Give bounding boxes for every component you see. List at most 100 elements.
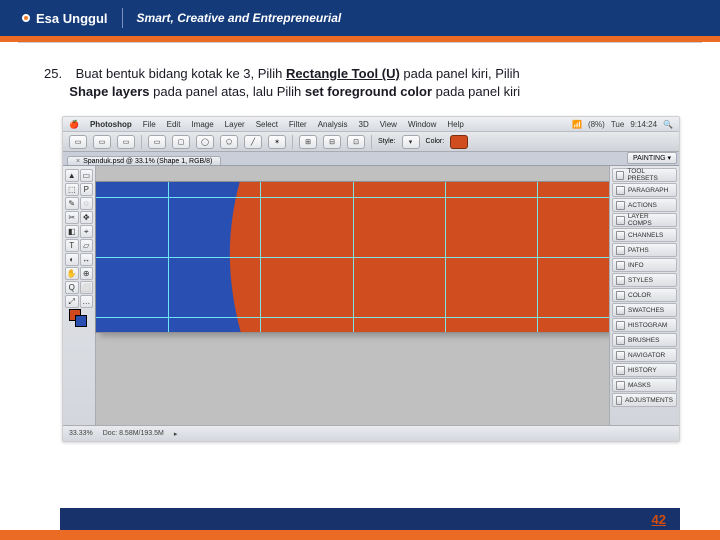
panel-label: NAVIGATOR (628, 352, 665, 359)
menu-item[interactable]: Filter (289, 120, 307, 129)
ellipse-icon[interactable]: ◯ (196, 135, 214, 149)
menu-item[interactable]: Analysis (318, 120, 348, 129)
panel-tab[interactable]: PARAGRAPH (612, 183, 677, 197)
panel-label: MASKS (628, 382, 651, 389)
tool-button[interactable]: … (80, 295, 94, 308)
tool-button[interactable]: ▲ (65, 169, 79, 182)
panel-tab[interactable]: INFO (612, 258, 677, 272)
tab-title: Spanduk.psd @ 33.1% (Shape 1, RGB/8) (83, 158, 212, 165)
menubar-right: 📶 (8%) Tue 9:14:24 🔍 (572, 120, 673, 129)
guide-horizontal[interactable] (96, 197, 609, 198)
tool-button[interactable]: T (65, 239, 79, 252)
menu-item[interactable]: View (380, 120, 397, 129)
document-canvas[interactable] (96, 182, 609, 332)
panel-tab[interactable]: COLOR (612, 288, 677, 302)
tool-button[interactable]: ⌖ (80, 225, 94, 238)
tool-button[interactable]: ↔ (80, 253, 94, 266)
tool-button[interactable]: ⬚ (65, 183, 79, 196)
close-icon[interactable]: × (76, 158, 80, 165)
doc-size: Doc: 8.58M/193.5M (103, 430, 164, 437)
panel-icon (616, 381, 625, 390)
guide-horizontal[interactable] (96, 317, 609, 318)
document-tab-strip: × Spanduk.psd @ 33.1% (Shape 1, RGB/8) (63, 152, 679, 166)
panel-icon (616, 261, 625, 270)
panel-tab[interactable]: BRUSHES (612, 333, 677, 347)
workspace-switcher[interactable]: PAINTING ▾ (627, 152, 677, 164)
status-arrow-icon[interactable]: ▸ (174, 430, 178, 438)
menu-item[interactable]: Help (447, 120, 463, 129)
tool-button[interactable]: ⊕ (80, 267, 94, 280)
guide-horizontal[interactable] (96, 257, 609, 258)
panel-tab[interactable]: LAYER COMPS (612, 213, 677, 227)
panel-tab[interactable]: PATHS (612, 243, 677, 257)
opt-sep (141, 135, 142, 149)
options-bar: ▭ ▭ ▭ ▭ ▢ ◯ ⬠ ╱ ✶ ⊞ ⊟ ⊡ Style: ▾ Color: (63, 132, 679, 152)
tool-button[interactable]: ▭ (80, 169, 94, 182)
shape-mode-pill[interactable]: ▭ (69, 135, 87, 149)
tools-panel: ▲▭⬚P✎◌✂✥◧⌖T▱◐↔✋⊕Q⬜⤢… (63, 166, 96, 425)
panel-label: PARAGRAPH (628, 187, 668, 194)
panel-label: HISTORY (628, 367, 657, 374)
tool-button[interactable]: Q (65, 281, 79, 294)
menu-item[interactable]: File (143, 120, 156, 129)
panel-tab[interactable]: NAVIGATOR (612, 348, 677, 362)
shape-mode-pill[interactable]: ▭ (117, 135, 135, 149)
menu-item[interactable]: Edit (167, 120, 181, 129)
menu-item[interactable]: Layer (225, 120, 245, 129)
pathop-icon[interactable]: ⊞ (299, 135, 317, 149)
panel-tab[interactable]: CHANNELS (612, 228, 677, 242)
footer-bar: 42 (60, 508, 680, 530)
fill-color-swatch[interactable] (450, 135, 468, 149)
panel-label: INFO (628, 262, 644, 269)
document-tab[interactable]: × Spanduk.psd @ 33.1% (Shape 1, RGB/8) (67, 156, 221, 165)
panel-tab[interactable]: HISTORY (612, 363, 677, 377)
tool-button[interactable]: ▱ (80, 239, 94, 252)
tool-button[interactable]: ✥ (80, 211, 94, 224)
clock-day: Tue (611, 120, 625, 129)
panel-tab[interactable]: HISTOGRAM (612, 318, 677, 332)
panel-tab[interactable]: MASKS (612, 378, 677, 392)
pathop-icon[interactable]: ⊟ (323, 135, 341, 149)
menu-item[interactable]: 3D (359, 120, 369, 129)
panel-tab[interactable]: TOOL PRESETS (612, 168, 677, 182)
panel-label: HISTOGRAM (628, 322, 667, 329)
menu-item[interactable]: Window (408, 120, 436, 129)
tool-button[interactable]: ✎ (65, 197, 79, 210)
spotlight-icon[interactable]: 🔍 (663, 120, 673, 129)
shape-mode-pill[interactable]: ▭ (93, 135, 111, 149)
rounded-rect-icon[interactable]: ▢ (172, 135, 190, 149)
right-panel-stack: TOOL PRESETS PARAGRAPH ACTIONSLAYER COMPS C… (609, 166, 679, 425)
instruction-bold-3: set foreground color (305, 84, 432, 99)
style-swatch[interactable]: ▾ (402, 135, 420, 149)
panel-tab[interactable]: STYLES (612, 273, 677, 287)
tool-button[interactable]: P (80, 183, 94, 196)
panel-tab[interactable]: ADJUSTMENTS (612, 393, 677, 407)
tool-button[interactable]: ⬜ (80, 281, 94, 294)
panel-icon (616, 351, 625, 360)
tool-button[interactable]: ◌ (80, 197, 94, 210)
pathop-icon[interactable]: ⊡ (347, 135, 365, 149)
panel-label: PATHS (628, 247, 649, 254)
tool-button[interactable]: ✋ (65, 267, 79, 280)
panel-label: STYLES (628, 277, 653, 284)
menu-item[interactable]: Select (256, 120, 278, 129)
canvas-area[interactable] (96, 166, 609, 425)
rect-tool-icon[interactable]: ▭ (148, 135, 166, 149)
panel-label: CHANNELS (628, 232, 663, 239)
fg-swatch[interactable] (75, 315, 87, 327)
panel-icon (616, 291, 625, 300)
panel-tab[interactable]: ACTIONS (612, 198, 677, 212)
menu-item[interactable]: Image (191, 120, 213, 129)
foreground-background-swatch[interactable] (65, 309, 93, 331)
zoom-level[interactable]: 33.33% (69, 430, 93, 437)
tool-button[interactable]: ✂ (65, 211, 79, 224)
tool-button[interactable]: ⤢ (65, 295, 79, 308)
wifi-icon: 📶 (572, 120, 582, 129)
custom-shape-icon[interactable]: ✶ (268, 135, 286, 149)
line-icon[interactable]: ╱ (244, 135, 262, 149)
polygon-icon[interactable]: ⬠ (220, 135, 238, 149)
panel-tab[interactable]: SWATCHES (612, 303, 677, 317)
page-number: 42 (652, 512, 666, 527)
tool-button[interactable]: ◧ (65, 225, 79, 238)
tool-button[interactable]: ◐ (65, 253, 79, 266)
